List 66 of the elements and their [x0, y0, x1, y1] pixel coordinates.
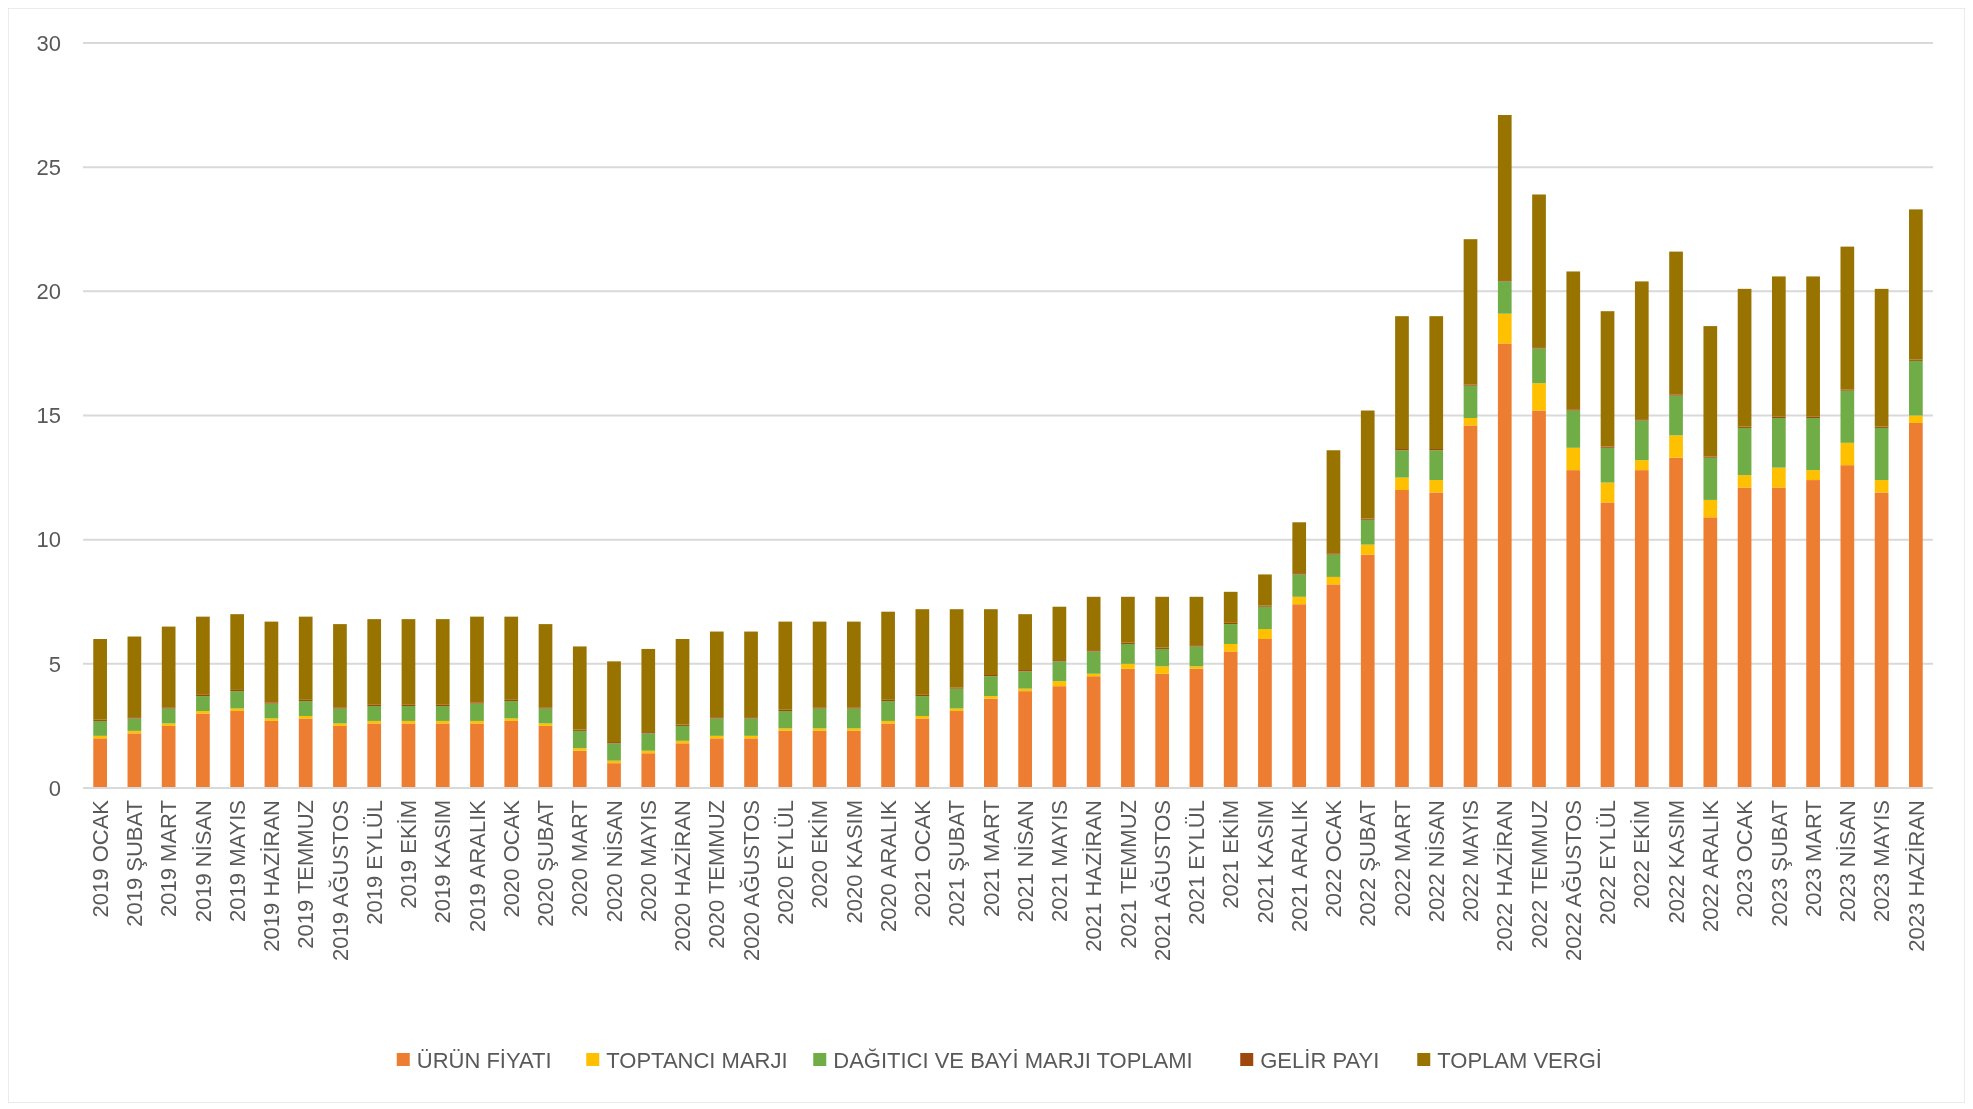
x-tick-label: 2020 KASIM — [841, 800, 867, 924]
x-tick-label: 2019 ARALIK — [464, 799, 490, 933]
x-tick-label: 2023 OCAK — [1732, 799, 1758, 918]
x-tick-label: 2020 AĞUSTOS — [738, 800, 764, 962]
legend-label: ÜRÜN FİYATI — [416, 1047, 552, 1073]
x-tick-label: 2021 NİSAN — [1012, 800, 1038, 923]
x-tick-label: 2020 OCAK — [498, 799, 524, 918]
x-tick-label: 2021 MART — [978, 800, 1004, 917]
x-tick-label: 2019 EYLÜL — [361, 800, 387, 925]
legend-label: TOPTANCI MARJI — [606, 1047, 788, 1073]
x-tick-label: 2020 EYLÜL — [773, 800, 799, 925]
x-tick-label: 2021 EKİM — [1218, 800, 1244, 909]
x-tick-label: 2020 MART — [567, 800, 593, 917]
x-tick-label: 2021 EYLÜL — [1184, 800, 1210, 925]
x-tick-label: 2020 ARALIK — [875, 799, 901, 933]
x-tick-label: 2021 MAYIS — [1047, 800, 1073, 922]
x-tick-label: 2019 KASIM — [430, 800, 456, 924]
y-tick-label: 30 — [36, 30, 61, 56]
x-tick-label: 2022 OCAK — [1321, 799, 1347, 918]
x-tick-label: 2022 AĞUSTOS — [1560, 800, 1586, 962]
x-tick-label: 2022 MART — [1389, 800, 1415, 917]
x-tick-label: 2022 TEMMUZ — [1526, 800, 1552, 949]
y-tick-label: 5 — [48, 651, 61, 677]
legend-label: GELİR PAYI — [1260, 1047, 1380, 1073]
x-tick-label: 2023 HAZİRAN — [1903, 800, 1929, 952]
x-tick-label: 2023 ŞUBAT — [1766, 800, 1792, 927]
legend-label: DAĞITICI VE BAYİ MARJI TOPLAMI — [833, 1047, 1193, 1073]
x-tick-label: 2022 HAZİRAN — [1492, 800, 1518, 952]
x-tick-label: 2019 TEMMUZ — [293, 800, 319, 949]
y-tick-label: 25 — [36, 154, 61, 180]
x-tick-label: 2020 NİSAN — [601, 800, 627, 923]
x-tick-label: 2021 KASIM — [1252, 800, 1278, 924]
y-tick-label: 20 — [36, 279, 61, 305]
y-tick-label: 10 — [36, 527, 61, 553]
x-tick-label: 2021 HAZİRAN — [1081, 800, 1107, 952]
x-tick-label: 2020 EKİM — [807, 800, 833, 909]
x-tick-label: 2022 EYLÜL — [1595, 800, 1621, 925]
x-tick-label: 2019 AĞUSTOS — [327, 800, 353, 962]
x-tick-label: 2020 HAZİRAN — [670, 800, 696, 952]
x-tick-label: 2021 AĞUSTOS — [1149, 800, 1175, 962]
x-tick-label: 2019 EKİM — [396, 800, 422, 909]
x-tick-label: 2021 TEMMUZ — [1115, 800, 1141, 949]
x-tick-label: 2022 NİSAN — [1423, 800, 1449, 923]
x-tick-label: 2023 NİSAN — [1835, 800, 1861, 923]
legend-label: TOPLAM VERGİ — [1437, 1047, 1602, 1073]
x-tick-label: 2019 OCAK — [87, 799, 113, 918]
x-tick-label: 2023 MAYIS — [1869, 800, 1895, 922]
x-tick-label: 2022 ARALIK — [1698, 799, 1724, 933]
y-tick-label: 15 — [36, 403, 61, 429]
x-tick-label: 2020 ŞUBAT — [533, 800, 559, 927]
x-tick-label: 2022 KASIM — [1663, 800, 1689, 924]
x-tick-label: 2023 MART — [1800, 800, 1826, 917]
x-tick-label: 2019 ŞUBAT — [122, 800, 148, 927]
x-tick-label: 2022 ŞUBAT — [1355, 800, 1381, 927]
x-tick-label: 2022 MAYIS — [1458, 800, 1484, 922]
x-tick-label: 2021 ARALIK — [1286, 799, 1312, 933]
x-tick-label: 2019 MAYIS — [224, 800, 250, 922]
x-tick-label: 2019 HAZİRAN — [259, 800, 285, 952]
x-tick-label: 2019 MART — [156, 800, 182, 917]
x-tick-label: 2021 ŞUBAT — [944, 800, 970, 927]
x-tick-label: 2022 EKİM — [1629, 800, 1655, 909]
x-tick-label: 2021 OCAK — [910, 799, 936, 918]
x-tick-label: 2019 NİSAN — [190, 800, 216, 923]
y-tick-label: 0 — [48, 775, 61, 801]
x-tick-label: 2020 MAYIS — [635, 800, 661, 922]
x-tick-label: 2020 TEMMUZ — [704, 800, 730, 949]
